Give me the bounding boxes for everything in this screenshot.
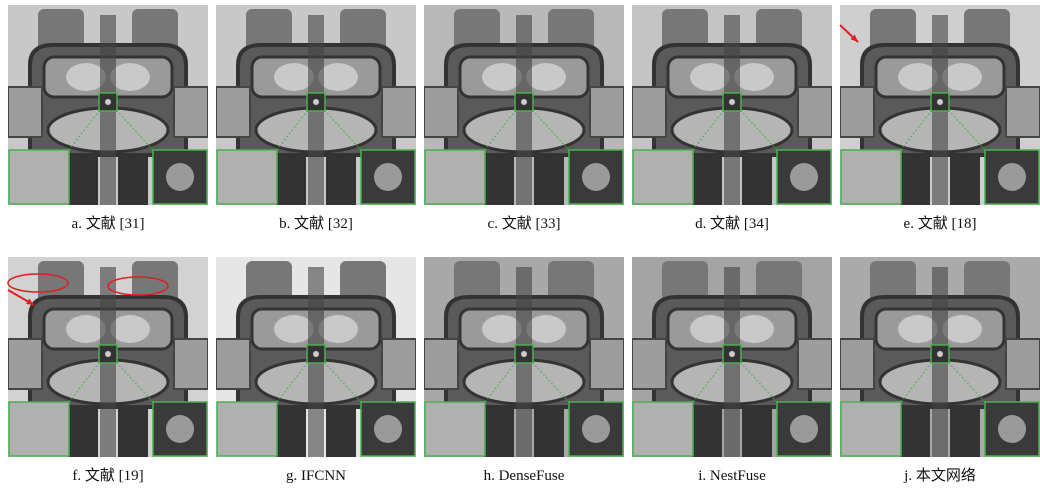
- panel-caption: b. 文献 [32]: [279, 215, 353, 232]
- panel-image: [216, 9, 416, 205]
- panel-image: [632, 261, 832, 457]
- panel-caption: j. 本文网络: [903, 467, 976, 484]
- figure: a. 文献 [31] b. 文献 [32] c. 文献 [33] d. 文献 [34]…: [0, 0, 1040, 504]
- panel-image: [840, 9, 1040, 205]
- panel-caption: c. 文献 [33]: [488, 215, 561, 232]
- panel-caption: a. 文献 [31]: [72, 215, 145, 232]
- panel-image: [424, 261, 624, 457]
- panel-caption: i. NestFuse: [698, 468, 766, 484]
- panel-image: [840, 261, 1040, 457]
- panel-caption: g. IFCNN: [286, 468, 346, 484]
- panel-caption: f. 文献 [19]: [72, 467, 143, 484]
- panel-image: [8, 261, 208, 457]
- panel-caption: h. DenseFuse: [484, 468, 565, 484]
- panel-caption: d. 文献 [34]: [695, 215, 769, 232]
- panel-image: [424, 9, 624, 205]
- panel-image: [216, 261, 416, 457]
- panel-image: [632, 9, 832, 205]
- panel-caption: e. 文献 [18]: [904, 215, 977, 232]
- panel-image: [8, 9, 208, 205]
